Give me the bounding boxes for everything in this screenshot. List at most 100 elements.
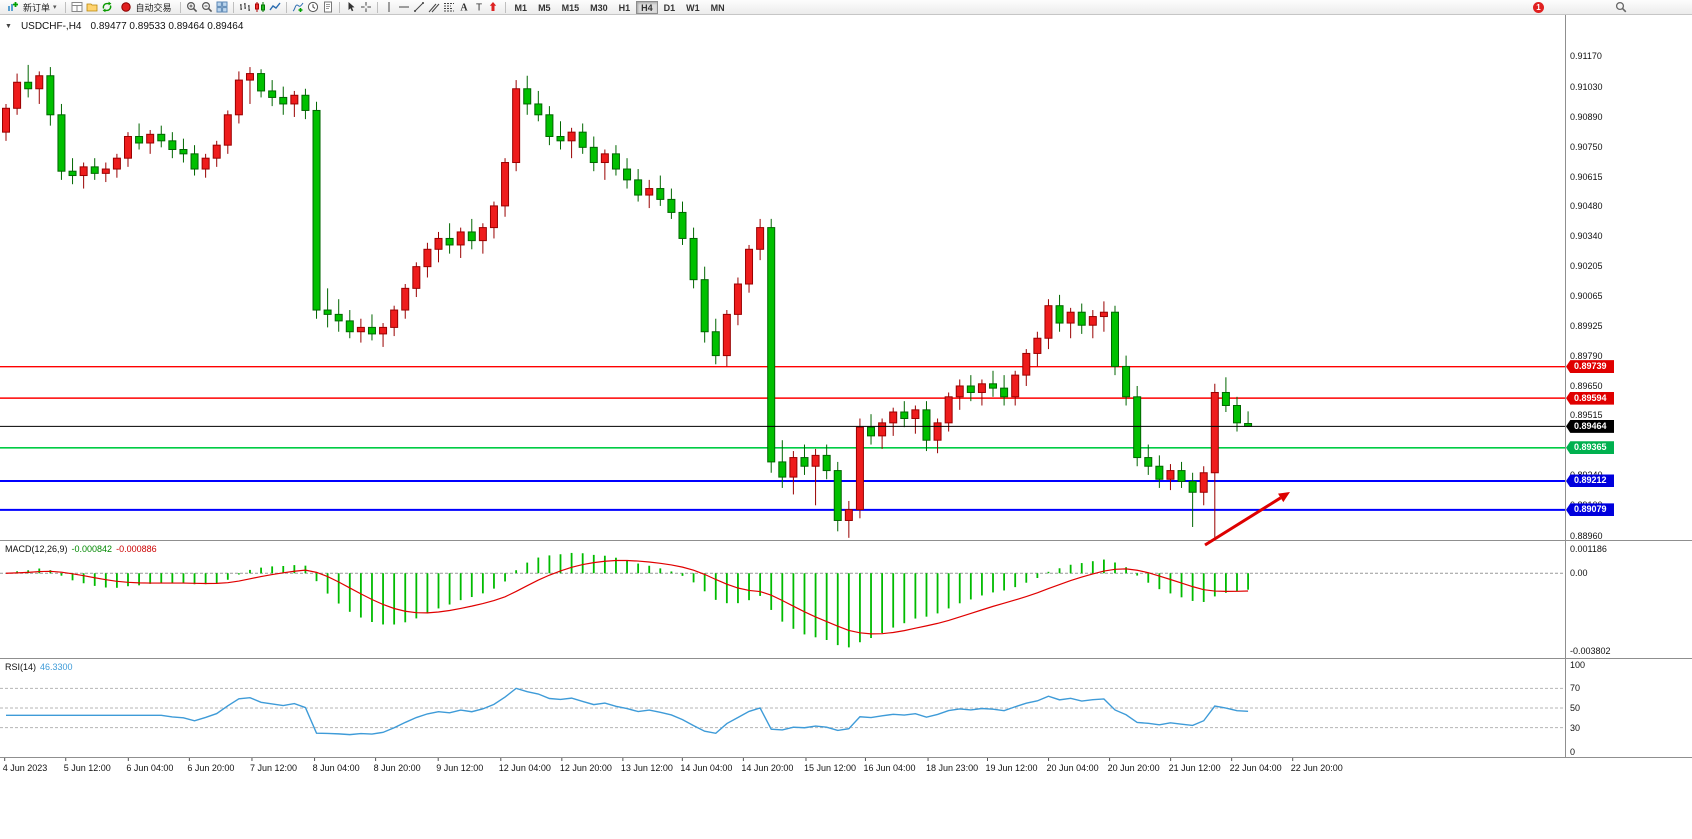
time-axis-label: 18 Jun 23:00 (926, 763, 979, 773)
macd-layer (0, 552, 1565, 648)
refresh-icon[interactable] (100, 1, 114, 14)
rsi-scale-label: 100 (1570, 660, 1586, 670)
price-axis-label: 0.90615 (1570, 171, 1603, 182)
time-axis-label: 4 Jun 2023 (2, 763, 48, 773)
timeframe-D1[interactable]: D1 (663, 2, 676, 13)
svg-text:A: A (460, 3, 468, 14)
time-axis-label: 20 Jun 04:00 (1046, 763, 1099, 773)
price-axis[interactable]: 0.91170 0.91030 0.90890 0.90750 0.90615 0.904… (1565, 15, 1692, 772)
price-badge: 0.89464 (1566, 419, 1614, 433)
toolbar-separator (338, 1, 340, 13)
trendline-icon[interactable] (412, 1, 426, 14)
price-badge: 0.89739 (1566, 360, 1614, 374)
notification-badge[interactable]: 1 (1533, 1, 1544, 13)
fibonacci-icon[interactable] (442, 1, 456, 14)
bar-chart-icon[interactable] (238, 1, 252, 14)
timeframe-M15[interactable]: M15 (561, 2, 580, 13)
cursor-icon[interactable] (344, 1, 358, 14)
crosshair-icon[interactable] (359, 1, 373, 14)
timeframe-M30[interactable]: M30 (590, 2, 608, 13)
toolbar-right: 1 (1533, 1, 1690, 14)
toolbar-separator (64, 1, 66, 13)
time-axis-label: 22 Jun 04:00 (1229, 763, 1282, 773)
text-label-icon[interactable]: T (472, 1, 486, 14)
price-axis-label: 0.90065 (1570, 290, 1603, 301)
text-icon[interactable]: A (457, 1, 471, 14)
timeframe-H4[interactable]: H4 (636, 0, 658, 14)
pointer-tools-group (344, 1, 373, 14)
timeframe-M5[interactable]: M5 (538, 2, 551, 13)
window-tools-group (70, 1, 114, 14)
time-axis-label: 14 Jun 04:00 (680, 763, 733, 773)
price-axis-label: 0.91170 (1570, 51, 1602, 62)
svg-text:T: T (475, 3, 481, 14)
price-axis-label: 0.90205 (1570, 260, 1603, 271)
price-badge: 0.89365 (1566, 441, 1614, 455)
time-axis-label: 6 Jun 20:00 (187, 763, 235, 773)
price-axis-label: 0.90340 (1570, 231, 1603, 242)
price-axis-label: 0.90890 (1570, 111, 1603, 122)
price-axis-label: 0.89515 (1570, 410, 1603, 421)
vertical-line-icon[interactable] (382, 1, 396, 14)
channel-icon[interactable] (427, 1, 441, 14)
candles-layer (2, 64, 1253, 538)
time-axis-label: 6 Jun 04:00 (126, 763, 174, 773)
charts-icon[interactable] (70, 1, 84, 14)
time-axis-label: 16 Jun 04:00 (863, 763, 916, 773)
price-axis-label: 0.89790 (1570, 350, 1603, 361)
price-axis-label: 0.91030 (1570, 81, 1603, 92)
time-axis-label: 15 Jun 12:00 (803, 763, 857, 773)
toolbar-separator (285, 1, 287, 13)
rsi-scale-label: 30 (1570, 722, 1581, 733)
toolbar-separator (376, 1, 378, 13)
time-axis-label: 20 Jun 20:00 (1107, 763, 1160, 773)
macd-scale-label: 0.001186 (1570, 544, 1607, 554)
chart-plot-area[interactable] (0, 15, 1692, 785)
toolbar-separator (504, 1, 506, 13)
price-axis-label: 0.89925 (1570, 321, 1603, 332)
price-axis-label: 0.88960 (1570, 530, 1603, 541)
timeframe-M1[interactable]: M1 (514, 2, 528, 13)
price-badge: 0.89212 (1566, 474, 1614, 488)
tile-windows-icon[interactable] (215, 1, 229, 14)
search-icon[interactable] (1614, 1, 1628, 14)
horizontal-line-icon[interactable] (397, 1, 411, 14)
macd-scale-label: -0.003802 (1570, 646, 1611, 656)
autotrading-label: 自动交易 (135, 2, 172, 13)
time-axis-label: 21 Jun 12:00 (1168, 763, 1221, 773)
clock-icon[interactable] (306, 1, 320, 14)
templates-icon[interactable] (321, 1, 335, 14)
timeframe-W1[interactable]: W1 (686, 2, 700, 13)
price-axis-label: 0.90480 (1570, 200, 1603, 211)
zoom-in-icon[interactable] (185, 1, 199, 14)
arrows-icon[interactable] (487, 1, 501, 14)
timeframe-MN[interactable]: MN (710, 2, 725, 13)
price-badge: 0.89079 (1566, 503, 1614, 517)
timeframe-H1[interactable]: H1 (618, 2, 631, 13)
add-indicator-icon[interactable] (291, 1, 305, 14)
time-axis-label: 13 Jun 12:00 (620, 763, 673, 773)
rsi-scale-label: 50 (1570, 703, 1581, 713)
horizontal-lines-layer (0, 365, 1565, 511)
trend-arrow-annotation[interactable] (1204, 492, 1290, 547)
candlestick-chart-icon[interactable] (253, 1, 267, 14)
time-axis-label: 8 Jun 20:00 (373, 763, 421, 773)
time-axis-label: 7 Jun 12:00 (249, 763, 297, 773)
rsi-scale-label: 70 (1570, 683, 1581, 694)
zoom-tools-group (185, 1, 229, 14)
toolbar-separator (232, 1, 234, 13)
profiles-icon[interactable] (85, 1, 99, 14)
chevron-down-icon: ▾ (53, 3, 57, 11)
new-order-button[interactable]: 新订单 ▾ (2, 1, 61, 14)
zoom-out-icon[interactable] (200, 1, 214, 14)
line-chart-icon[interactable] (268, 1, 282, 14)
time-axis[interactable]: 4 Jun 2023 5 Jun 12:00 6 Jun 04:00 6 Jun 20… (0, 759, 1692, 777)
autotrading-button[interactable]: 自动交易 (115, 1, 176, 14)
rsi-scale-label: 0 (1570, 747, 1576, 757)
price-badge: 0.89594 (1566, 391, 1614, 405)
time-axis-label: 9 Jun 12:00 (436, 763, 484, 773)
timeframe-toolbar: M1 M5 M15 M30 H1 H4 D1 W1 MN (510, 0, 730, 14)
time-axis-label: 8 Jun 04:00 (312, 763, 360, 773)
